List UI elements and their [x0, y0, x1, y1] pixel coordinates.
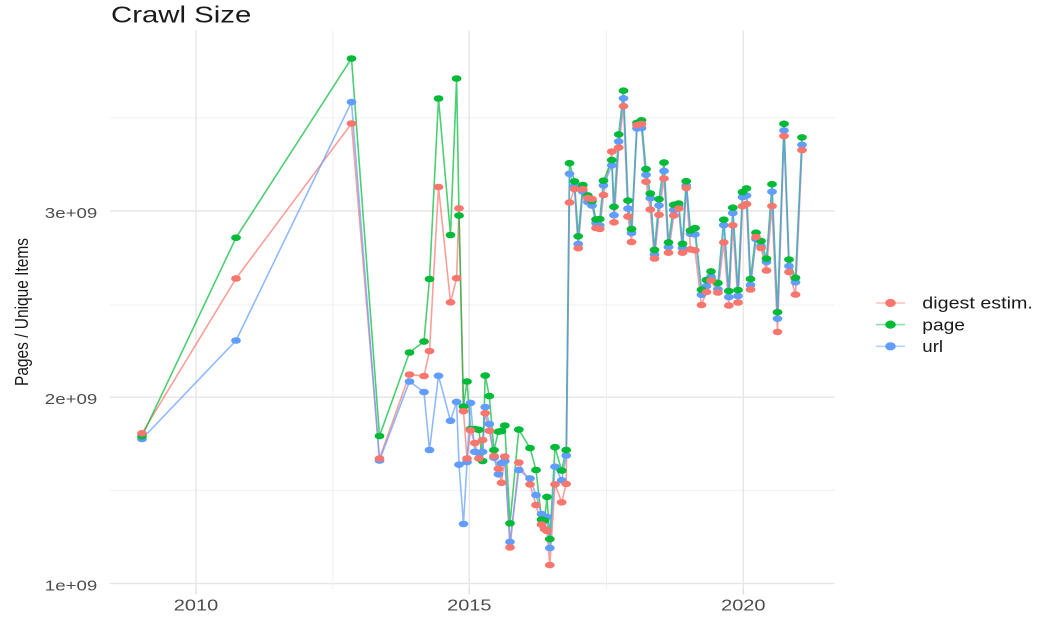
svg-text:2e+09: 2e+09 — [45, 391, 98, 408]
svg-text:2010: 2010 — [174, 598, 219, 615]
svg-text:digest estim.: digest estim. — [922, 295, 1033, 313]
svg-text:Crawl Size: Crawl Size — [111, 1, 251, 27]
svg-text:page: page — [922, 316, 965, 334]
svg-text:3e+09: 3e+09 — [45, 205, 98, 222]
svg-text:url: url — [922, 338, 943, 356]
svg-text:2020: 2020 — [721, 598, 766, 615]
svg-text:1e+09: 1e+09 — [45, 577, 98, 594]
svg-text:Pages / Unique Items: Pages / Unique Items — [12, 238, 32, 386]
svg-text:2015: 2015 — [447, 598, 492, 615]
